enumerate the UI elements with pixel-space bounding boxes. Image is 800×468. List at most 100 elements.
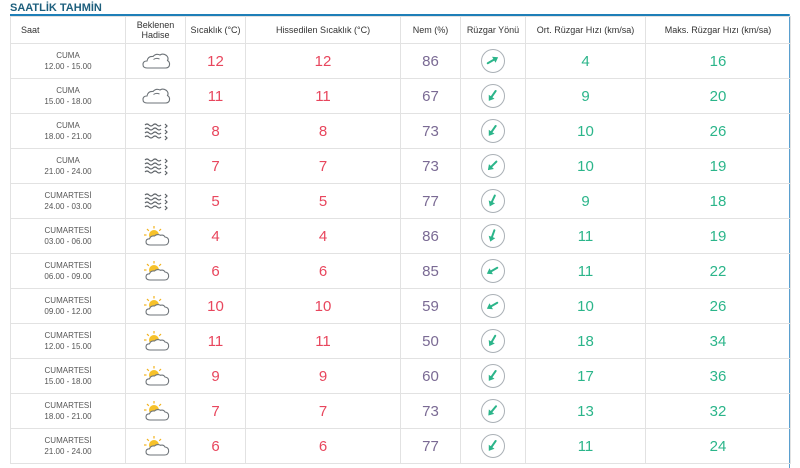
header-beklenen-hadise: Beklenen Hadise [125, 16, 186, 44]
wind-direction-icon [481, 434, 505, 458]
time-cell: CUMARTESİ 21.00 - 24.00 [10, 428, 126, 464]
humidity-value: 50 [400, 323, 461, 359]
time-cell: CUMARTESİ 18.00 - 21.00 [10, 393, 126, 429]
time-cell: CUMA 18.00 - 21.00 [10, 113, 126, 149]
time-cell: CUMA 12.00 - 15.00 [10, 43, 126, 79]
day-label: CUMA [56, 156, 80, 165]
temperature-value: 7 [185, 393, 246, 429]
time-range: 03.00 - 06.00 [44, 237, 92, 246]
partly-cloudy-icon [141, 401, 171, 421]
feels-like-value: 12 [245, 43, 401, 79]
wind-direction-icon [481, 224, 505, 248]
day-label: CUMA [56, 121, 80, 130]
temperature-value: 6 [185, 253, 246, 289]
temperature-value: 6 [185, 428, 246, 464]
avg-wind-speed-value: 10 [525, 113, 646, 149]
avg-wind-speed-value: 18 [525, 323, 646, 359]
header-hissedilen: Hissedilen Sıcaklık (°C) [245, 16, 401, 44]
wind-direction-cell [460, 183, 526, 219]
partly-cloudy-icon [141, 261, 171, 281]
header-ruzgar-yonu: Rüzgar Yönü [460, 16, 526, 44]
temperature-value: 11 [185, 78, 246, 114]
fog-icon [141, 157, 171, 176]
day-label: CUMARTESİ [44, 261, 92, 270]
table-row: CUMA 18.00 - 21.00 8 8 73 10 26 [10, 113, 791, 149]
day-label: CUMARTESİ [44, 191, 92, 200]
time-range: 18.00 - 21.00 [44, 132, 92, 141]
avg-wind-speed-value: 10 [525, 288, 646, 324]
avg-wind-speed-value: 10 [525, 148, 646, 184]
max-wind-speed-value: 36 [645, 358, 791, 394]
time-range: 12.00 - 15.00 [44, 342, 92, 351]
partly-cloudy-icon [141, 366, 171, 386]
weather-cell [125, 323, 186, 359]
weather-cell [125, 253, 186, 289]
avg-wind-speed-value: 17 [525, 358, 646, 394]
time-range: 06.00 - 09.00 [44, 272, 92, 281]
avg-wind-speed-value: 11 [525, 218, 646, 254]
avg-wind-speed-value: 11 [525, 428, 646, 464]
temperature-value: 12 [185, 43, 246, 79]
time-cell: CUMARTESİ 24.00 - 03.00 [10, 183, 126, 219]
max-wind-speed-value: 24 [645, 428, 791, 464]
hourly-forecast-table: Saat Beklenen Hadise Sıcaklık (°C) Hisse… [10, 16, 791, 464]
time-range: 18.00 - 21.00 [44, 412, 92, 421]
wind-direction-cell [460, 78, 526, 114]
wind-direction-icon [481, 49, 505, 73]
table-row: CUMARTESİ 21.00 - 24.00 6 6 77 11 24 [10, 428, 791, 464]
feels-like-value: 7 [245, 148, 401, 184]
avg-wind-speed-value: 4 [525, 43, 646, 79]
partly-cloudy-icon [141, 331, 171, 351]
humidity-value: 73 [400, 113, 461, 149]
weather-cell [125, 393, 186, 429]
table-row: CUMA 12.00 - 15.00 12 12 86 4 16 [10, 43, 791, 79]
time-cell: CUMA 15.00 - 18.00 [10, 78, 126, 114]
max-wind-speed-value: 26 [645, 288, 791, 324]
day-label: CUMARTESİ [44, 436, 92, 445]
cloudy-icon [141, 52, 171, 69]
max-wind-speed-value: 19 [645, 218, 791, 254]
max-wind-speed-value: 19 [645, 148, 791, 184]
avg-wind-speed-value: 13 [525, 393, 646, 429]
humidity-value: 86 [400, 43, 461, 79]
weather-cell [125, 113, 186, 149]
day-label: CUMARTESİ [44, 296, 92, 305]
humidity-value: 86 [400, 218, 461, 254]
table-row: CUMARTESİ 15.00 - 18.00 9 9 60 17 36 [10, 358, 791, 394]
wind-direction-cell [460, 253, 526, 289]
day-label: CUMARTESİ [44, 226, 92, 235]
temperature-value: 10 [185, 288, 246, 324]
avg-wind-speed-value: 9 [525, 183, 646, 219]
wind-direction-icon [481, 399, 505, 423]
wind-direction-icon [481, 84, 505, 108]
partly-cloudy-icon [141, 226, 171, 246]
temperature-value: 4 [185, 218, 246, 254]
header-maks-ruzgar: Maks. Rüzgar Hızı (km/sa) [645, 16, 791, 44]
wind-direction-cell [460, 393, 526, 429]
weather-cell [125, 218, 186, 254]
page-title: SAATLİK TAHMİN [10, 2, 102, 14]
header-ort-ruzgar: Ort. Rüzgar Hızı (km/sa) [525, 16, 646, 44]
wind-direction-icon [481, 364, 505, 388]
wind-direction-icon [481, 329, 505, 353]
weather-cell [125, 43, 186, 79]
humidity-value: 77 [400, 183, 461, 219]
header-sicaklik: Sıcaklık (°C) [185, 16, 246, 44]
time-cell: CUMARTESİ 09.00 - 12.00 [10, 288, 126, 324]
wind-direction-cell [460, 148, 526, 184]
humidity-value: 85 [400, 253, 461, 289]
wind-direction-cell [460, 113, 526, 149]
max-wind-speed-value: 34 [645, 323, 791, 359]
humidity-value: 73 [400, 148, 461, 184]
max-wind-speed-value: 26 [645, 113, 791, 149]
time-range: 21.00 - 24.00 [44, 167, 92, 176]
time-range: 15.00 - 18.00 [44, 97, 92, 106]
table-row: CUMARTESİ 09.00 - 12.00 10 10 59 10 26 [10, 288, 791, 324]
feels-like-value: 6 [245, 253, 401, 289]
wind-direction-icon [481, 119, 505, 143]
max-wind-speed-value: 16 [645, 43, 791, 79]
feels-like-value: 8 [245, 113, 401, 149]
temperature-value: 9 [185, 358, 246, 394]
time-cell: CUMARTESİ 12.00 - 15.00 [10, 323, 126, 359]
max-wind-speed-value: 20 [645, 78, 791, 114]
